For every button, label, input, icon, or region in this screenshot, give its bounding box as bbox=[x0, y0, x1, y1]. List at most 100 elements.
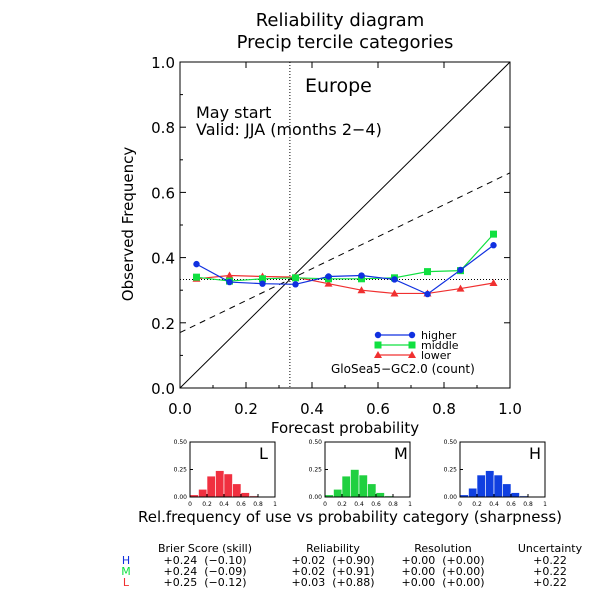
legend-marker-higher bbox=[408, 331, 416, 339]
histogram-x-tick-label: 0.4 bbox=[219, 501, 229, 508]
legend-marker-higher bbox=[374, 331, 382, 339]
legend-label-middle: middle bbox=[421, 339, 459, 352]
no-skill-line bbox=[179, 172, 511, 334]
histogram-bar bbox=[367, 483, 377, 498]
histogram-x-tick-label: 0 bbox=[188, 501, 192, 508]
legend-marker-lower bbox=[374, 351, 382, 358]
score-cell: +0.25 (−0.12) bbox=[164, 576, 247, 589]
data-point-lower bbox=[225, 271, 234, 279]
legend-label-lower: lower bbox=[421, 349, 452, 362]
histogram-H: 0.50 0.25 0.000 0.2 0.4 0.6 0.8 1 H bbox=[444, 439, 547, 508]
data-point-lower bbox=[324, 279, 333, 287]
histogram-bar bbox=[240, 492, 250, 498]
data-point-higher bbox=[391, 276, 398, 283]
histogram-bar bbox=[502, 483, 512, 498]
histogram-y-tick-label: 0.00 bbox=[174, 494, 188, 501]
histogram-y-tick-label: 0.25 bbox=[309, 467, 323, 474]
score-table: Brier Score (skill) Reliability Resolution… bbox=[121, 542, 582, 589]
histogram-bar bbox=[476, 474, 486, 498]
y-tick-label: 0.0 bbox=[151, 380, 175, 398]
score-cell: +0.22 bbox=[533, 565, 567, 578]
histogram-y-tick-label: 0.00 bbox=[444, 494, 458, 501]
histogram-bar bbox=[223, 473, 233, 498]
histogram-x-tick-label: 1 bbox=[273, 501, 277, 508]
histogram-letter: H bbox=[529, 444, 541, 463]
score-cell: +0.00 (+0.00) bbox=[402, 576, 485, 589]
data-point-middle bbox=[358, 275, 365, 283]
x-tick-label: 0.6 bbox=[366, 400, 390, 418]
histogram-x-tick-label: 0.6 bbox=[506, 501, 516, 508]
start-label: May start bbox=[196, 103, 271, 122]
reliability-plot: 0.0 0.2 0.4 0.6 0.8 1.0 0.0 0.2 0.4 0.6 0.8 1.0 bbox=[151, 54, 522, 418]
data-point-higher bbox=[358, 272, 365, 279]
score-cell: +0.02 (+0.90) bbox=[292, 554, 375, 567]
histogram-y-tick-label: 0.50 bbox=[174, 439, 188, 446]
histogram-x-tick-label: 0.4 bbox=[354, 501, 364, 508]
data-point-higher bbox=[490, 242, 497, 249]
score-cell: +0.24 (−0.09) bbox=[164, 565, 247, 578]
histogram-bar bbox=[485, 470, 495, 498]
histogram-bar bbox=[232, 483, 242, 498]
legend-marker-middle bbox=[408, 341, 416, 349]
histogram-x-tick-label: 0.2 bbox=[472, 501, 482, 508]
data-point-lower bbox=[456, 284, 465, 292]
histogram-letter: L bbox=[259, 444, 268, 463]
score-header: Brier Score (skill) bbox=[158, 542, 252, 555]
score-header: Resolution bbox=[414, 542, 472, 555]
score-row-label: M bbox=[121, 565, 131, 578]
histogram-x-tick-label: 1 bbox=[408, 501, 412, 508]
data-point-lower bbox=[357, 286, 366, 294]
histogram-x-tick-label: 1 bbox=[543, 501, 547, 508]
data-point-higher bbox=[226, 278, 233, 286]
chart-subtitle: Precip tercile categories bbox=[237, 32, 454, 53]
data-point-lower bbox=[390, 289, 399, 297]
histogram-x-tick-label: 0 bbox=[458, 501, 462, 508]
series-line-higher bbox=[196, 244, 494, 295]
legend-marker-lower bbox=[408, 351, 416, 358]
score-cell: +0.03 (+0.88) bbox=[292, 576, 375, 589]
x-tick-label: 1.0 bbox=[498, 400, 522, 418]
data-point-higher bbox=[424, 290, 431, 298]
series-line-middle bbox=[196, 233, 494, 282]
valid-label: Valid: JJA (months 2−4) bbox=[196, 120, 382, 139]
histogram-y-tick-label: 0.50 bbox=[309, 439, 323, 446]
x-tick-label: 0.0 bbox=[168, 400, 192, 418]
legend-label-higher: higher bbox=[421, 329, 457, 342]
data-point-middle bbox=[490, 230, 497, 238]
y-tick-label: 0.8 bbox=[151, 119, 175, 137]
score-row-label: H bbox=[122, 554, 130, 567]
x-tick-label: 0.4 bbox=[300, 400, 324, 418]
histogram-letter: M bbox=[394, 444, 408, 463]
histogram-bar bbox=[468, 487, 478, 498]
score-cell: +0.00 (+0.00) bbox=[402, 554, 485, 567]
model-label: GloSea5−GC2.0 (count) bbox=[331, 362, 475, 376]
data-point-middle bbox=[424, 268, 431, 276]
score-cell: +0.24 (−0.10) bbox=[164, 554, 247, 567]
score-header: Uncertainty bbox=[518, 542, 583, 555]
data-point-middle bbox=[193, 273, 200, 281]
data-point-higher bbox=[193, 260, 200, 268]
histogram-bar bbox=[358, 474, 368, 498]
data-point-middle bbox=[292, 274, 299, 282]
histogram-x-tick-label: 0 bbox=[323, 501, 327, 508]
x-tick-label: 0.8 bbox=[432, 400, 456, 418]
y-tick-label: 1.0 bbox=[151, 54, 175, 72]
histogram-bar bbox=[215, 470, 225, 498]
data-point-higher bbox=[259, 280, 266, 287]
histogram-L: 0.50 0.25 0.000 0.2 0.4 0.6 0.8 1 L bbox=[174, 439, 277, 508]
histogram-bar bbox=[350, 469, 360, 498]
y-tick-label: 0.6 bbox=[151, 184, 175, 202]
legend-marker-middle bbox=[374, 341, 382, 349]
sharpness-histograms: 0.500.250.000 0.2 0.4 0.6 0.8 1L0.500.250.000… bbox=[174, 439, 547, 508]
histogram-x-tick-label: 0.8 bbox=[253, 501, 263, 508]
histogram-x-tick-label: 0.6 bbox=[236, 501, 246, 508]
histogram-x-tick-label: 0.8 bbox=[523, 501, 533, 508]
data-point-higher bbox=[325, 273, 332, 280]
score-row-label: L bbox=[123, 576, 130, 589]
chart-title: Reliability diagram bbox=[256, 10, 425, 31]
histogram-bar bbox=[341, 475, 351, 498]
histogram-y-tick-label: 0.25 bbox=[444, 467, 458, 474]
histogram-bar bbox=[375, 492, 385, 498]
y-axis-label: Observed Frequency bbox=[119, 147, 137, 302]
